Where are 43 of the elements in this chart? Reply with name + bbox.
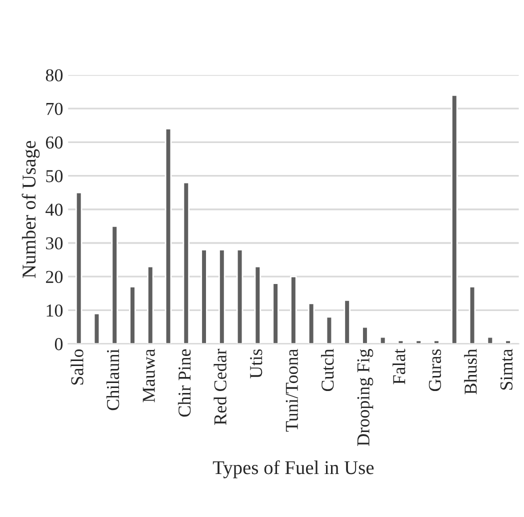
bar	[290, 276, 297, 344]
y-tick-label: 50	[46, 170, 63, 182]
y-tick-label: 30	[46, 237, 63, 250]
bar	[200, 249, 208, 344]
y-tick-label: 0	[54, 338, 63, 350]
x-tick-label: Sallo	[70, 349, 84, 385]
y-tick-label: 60	[46, 136, 63, 149]
x-tick-label: Chir Pine	[178, 349, 191, 417]
x-tick-label: Simta	[500, 348, 513, 390]
bar	[272, 282, 279, 344]
bar	[236, 249, 244, 344]
x-tick-label: Falat	[392, 348, 406, 384]
bar	[308, 302, 315, 344]
bar	[75, 192, 82, 344]
bar	[326, 316, 333, 344]
x-tick-label: Tuni/Toona	[286, 348, 298, 432]
bar	[93, 312, 100, 344]
bar	[111, 225, 118, 344]
x-tick-label: Chilauni	[106, 349, 120, 410]
x-tick-label: Utis	[250, 349, 262, 378]
y-tick-label: 20	[46, 270, 63, 284]
bar	[254, 266, 262, 344]
bar	[344, 299, 350, 344]
bar	[362, 326, 368, 344]
bar	[182, 182, 190, 344]
y-tick-label: 40	[46, 204, 63, 216]
x-tick-label: Cutch	[321, 348, 334, 392]
bar	[468, 286, 476, 344]
x-tick-label: Drooping Fig	[357, 349, 374, 446]
bar	[164, 128, 172, 344]
bar	[129, 286, 136, 344]
bar	[147, 266, 154, 344]
y-tick-label: 80	[46, 69, 63, 82]
bar	[218, 249, 226, 344]
y-tick-label: 10	[46, 304, 63, 317]
bar	[451, 94, 458, 344]
x-tick-label: Guras	[428, 349, 442, 392]
x-axis-title: Types of Fuel in Use	[212, 460, 374, 478]
x-tick-label: Red Cedar	[214, 348, 226, 425]
x-tick-label: Bhush	[464, 348, 477, 394]
x-tick-label: Mauwa	[142, 348, 155, 402]
y-axis-title: Number of Usage	[22, 140, 40, 278]
y-tick-label: 70	[46, 102, 63, 116]
